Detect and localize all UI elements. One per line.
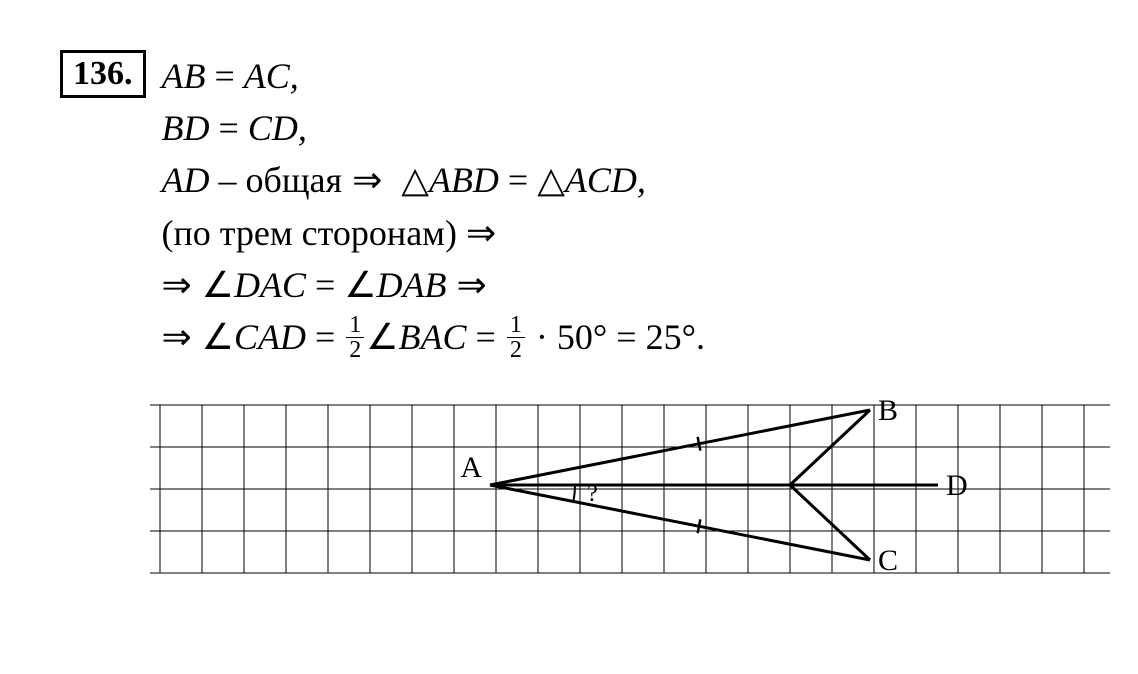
line-4: (по трем сторонам) ⇒ <box>162 207 705 259</box>
line-5: ⇒ ∠DAC = ∠DAB ⇒ <box>162 259 705 311</box>
line-3: AD – общая ⇒ △ABD = △ACD, <box>162 154 705 206</box>
svg-text:?: ? <box>587 481 598 507</box>
geometry-diagram: ? A B C D <box>150 395 1110 595</box>
line-2: BD = CD, <box>162 102 705 154</box>
svg-text:B: B <box>878 395 898 427</box>
problem-number: 136. <box>60 50 146 98</box>
svg-text:D: D <box>946 469 968 502</box>
problem-content: 136. AB = AC, BD = CD, AD – общая ⇒ △ABD… <box>60 50 1078 365</box>
diagram-container: ? A B C D <box>150 395 1078 595</box>
line-6: ⇒ ∠CAD = 12∠BAC = 12 · 50° = 25°. <box>162 311 705 365</box>
line-1: AB = AC, <box>162 50 705 102</box>
svg-text:A: A <box>460 451 482 484</box>
math-block: AB = AC, BD = CD, AD – общая ⇒ △ABD = △A… <box>162 50 705 365</box>
svg-text:C: C <box>878 544 898 577</box>
